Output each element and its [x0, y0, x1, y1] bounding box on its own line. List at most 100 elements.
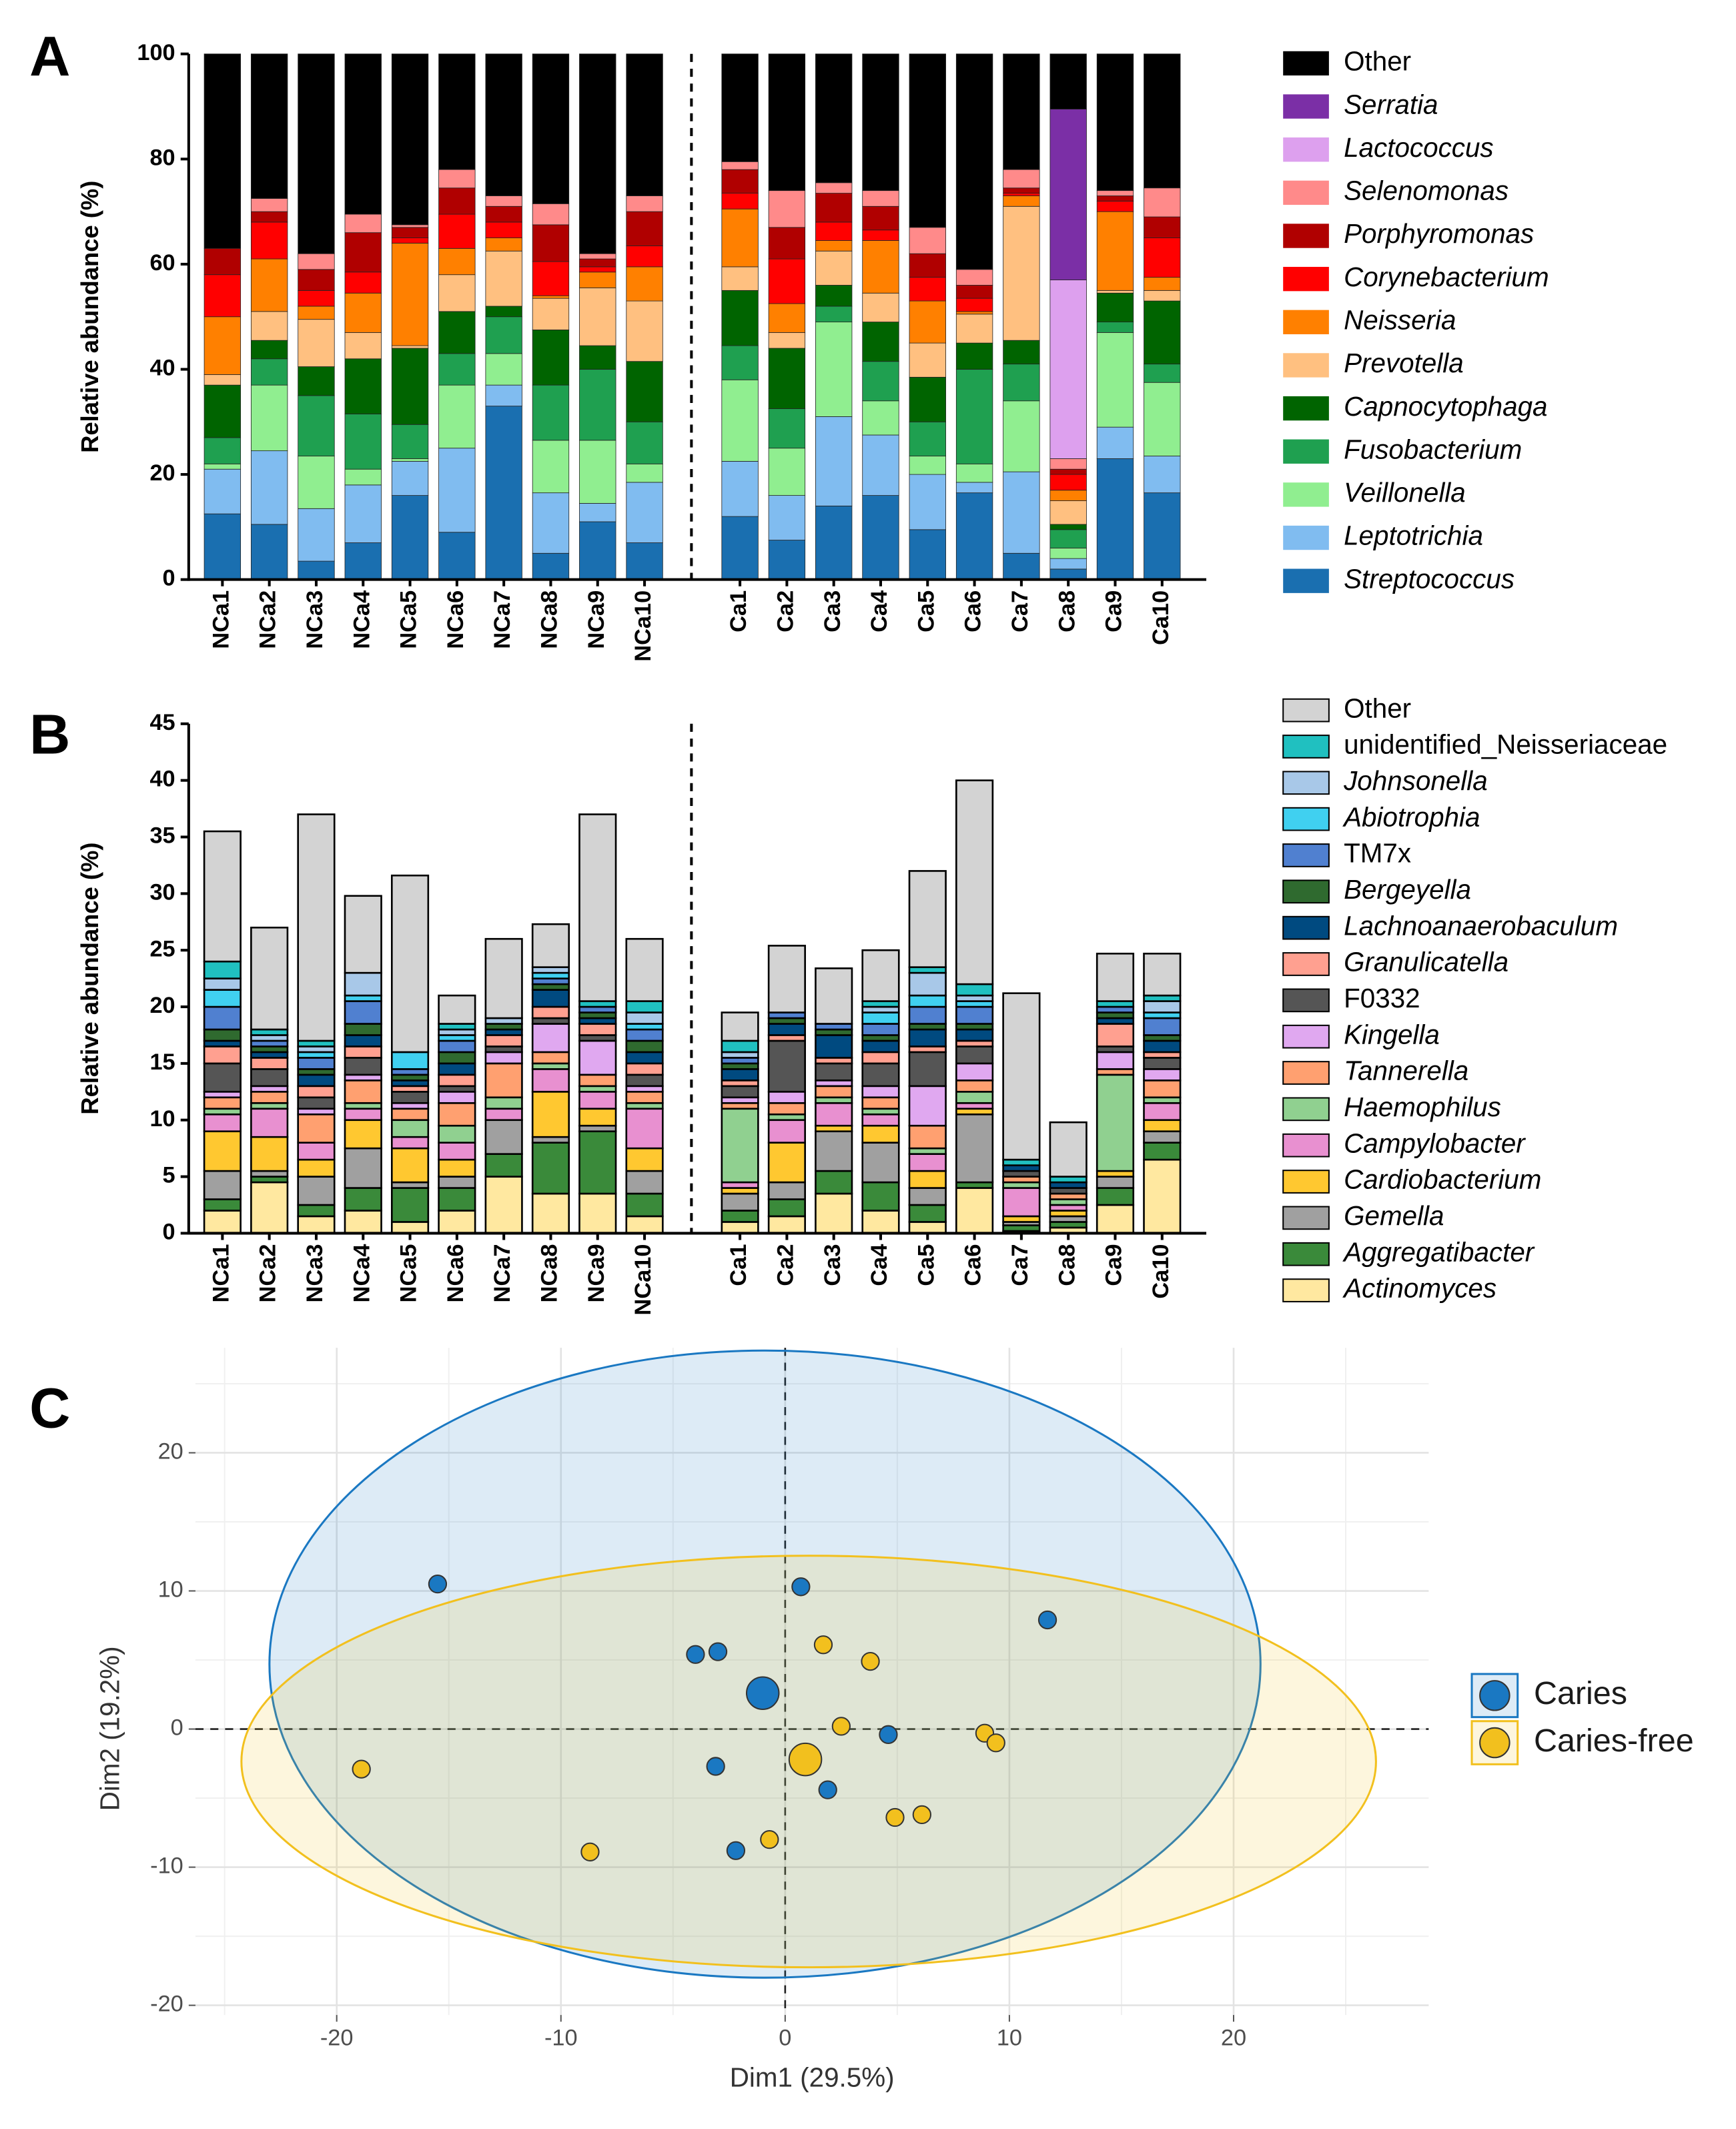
bar-segment [578, 1108, 617, 1127]
bar-segment [531, 1142, 570, 1195]
bar-segment [1096, 1187, 1135, 1206]
bar-segment [344, 1023, 382, 1036]
bar-segment [344, 1210, 382, 1234]
bar-segment [390, 1147, 430, 1184]
x-tick-label: Ca7 [1007, 1244, 1033, 1286]
bar-segment [1143, 1080, 1182, 1099]
bar-segment [344, 1187, 382, 1212]
legend-label: Kingella [1344, 1019, 1440, 1049]
bar-segment [955, 298, 993, 312]
bar-segment [484, 937, 523, 1019]
bar-segment [298, 366, 335, 396]
legend-label: TM7x [1344, 838, 1411, 869]
bar-segment [344, 1057, 382, 1076]
bar-segment [767, 1039, 806, 1093]
bar-segment [908, 1051, 947, 1088]
bar-segment [250, 222, 288, 260]
bar-segment [955, 1187, 994, 1234]
x-tick-label: NCa4 [349, 590, 374, 649]
bar-segment [721, 53, 759, 162]
y-tick-label: 20 [149, 460, 175, 486]
bar-segment [438, 1158, 476, 1178]
legend-label: Gemella [1344, 1200, 1444, 1231]
bar-segment [861, 1051, 900, 1065]
x-tick-label: NCa2 [256, 590, 281, 649]
bar-segment [391, 227, 429, 238]
x-tick-label: Ca1 [726, 590, 751, 632]
bar-segment [438, 274, 476, 312]
bar-segment [298, 253, 335, 270]
point [580, 1842, 600, 1861]
bar-segment [344, 484, 382, 543]
bar-segment [438, 187, 476, 215]
bar-segment [203, 977, 242, 991]
bar-segment [721, 1108, 759, 1184]
bar-segment [390, 1187, 430, 1223]
bar-segment [908, 1005, 947, 1025]
bar-segment [862, 434, 899, 496]
bar-segment [531, 1051, 570, 1065]
bar-segment [250, 1108, 289, 1138]
bar-segment [909, 529, 946, 580]
legend-label: Veillonella [1344, 477, 1466, 508]
bar-segment [297, 1215, 336, 1234]
bar-segment [203, 53, 242, 249]
y-tick-label: 0 [163, 566, 175, 591]
bar-segment [626, 266, 663, 302]
bar-segment [1003, 195, 1040, 207]
bar-segment [1049, 280, 1087, 459]
bar-segment [955, 1090, 994, 1104]
bar-segment [1143, 1158, 1182, 1234]
bar-segment [815, 1034, 853, 1059]
bar-segment [250, 1090, 289, 1104]
legend-swatch [1282, 1206, 1330, 1230]
legend-swatch [1283, 439, 1329, 464]
bar-segment [1003, 364, 1040, 402]
bar-segment [815, 222, 853, 241]
bar-segment [250, 198, 288, 212]
x-tick-label: Ca2 [773, 1244, 798, 1286]
legend-swatch [1282, 988, 1330, 1013]
bar-segment [862, 240, 899, 294]
bar-segment [955, 482, 993, 494]
point [708, 1642, 728, 1661]
legend-label: unidentified_Neisseriaceae [1344, 729, 1667, 760]
bar-segment [815, 250, 853, 286]
x-tick-label: Ca10 [1148, 1244, 1174, 1299]
bar-segment [768, 408, 806, 449]
bar-segment [438, 1102, 476, 1127]
bar-segment [485, 384, 522, 407]
legend-swatch [1282, 1061, 1330, 1085]
legend-label: Corynebacterium [1344, 262, 1549, 292]
centroid [788, 1742, 823, 1777]
bar-segment [625, 1192, 664, 1218]
bar-segment [1144, 492, 1181, 580]
bar-segment [861, 1062, 900, 1088]
bar-segment [861, 1023, 900, 1036]
legend-label: Granulicatella [1344, 947, 1508, 977]
bar-segment [625, 1011, 664, 1025]
bar-segment [578, 1130, 617, 1195]
legend-marker [1479, 1680, 1510, 1711]
x-tick-label: NCa10 [630, 1244, 656, 1316]
bar-segment [768, 448, 806, 496]
x-tick-label: NCa8 [537, 590, 562, 649]
bar-segment [1144, 300, 1181, 365]
bar-segment [438, 1090, 476, 1104]
bar-segment [344, 1045, 382, 1059]
bar-segment [815, 240, 853, 252]
bar-segment [861, 1113, 900, 1127]
bar-segment [1049, 474, 1087, 491]
bar-segment [579, 521, 616, 580]
bar-segment [438, 994, 476, 1025]
legend-label: Caries-free [1534, 1723, 1694, 1759]
bar-segment [579, 440, 616, 504]
bar-segment [438, 214, 476, 249]
bar-segment [484, 1153, 523, 1178]
bar-segment [721, 266, 759, 291]
bar-segment [579, 53, 616, 254]
bar-segment [1049, 558, 1087, 570]
panel-label: B [29, 702, 70, 765]
bar-segment [1003, 193, 1040, 196]
point [818, 1780, 837, 1799]
